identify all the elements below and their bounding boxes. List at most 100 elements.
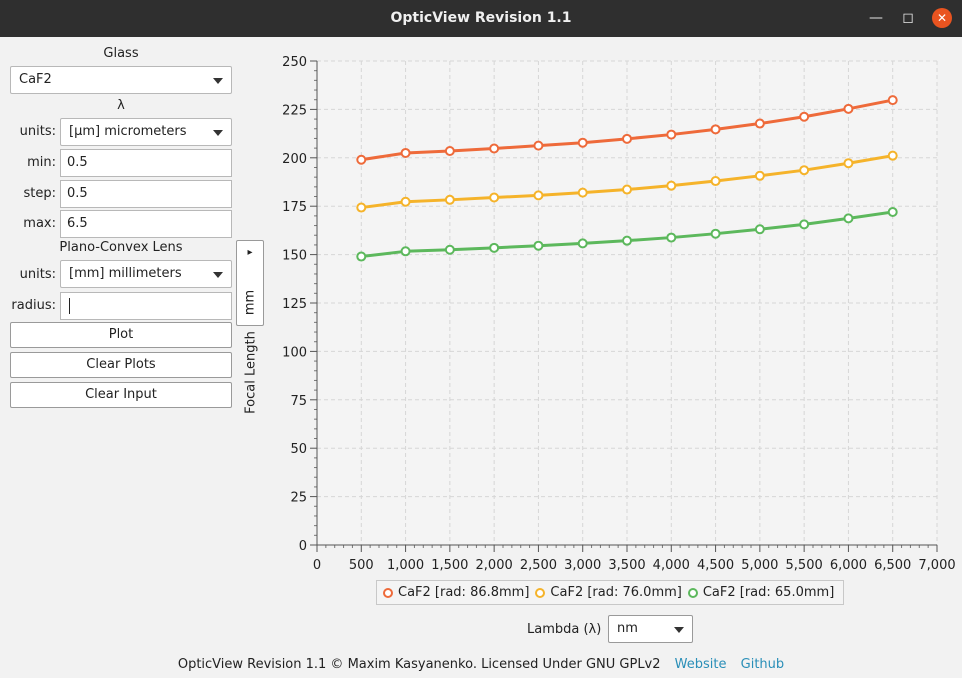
- data-point[interactable]: [710, 176, 721, 187]
- legend-item: CaF2 [rad: 65.0mm]: [687, 585, 835, 600]
- chevron-down-icon: [213, 78, 223, 84]
- data-point[interactable]: [400, 147, 411, 158]
- data-point[interactable]: [799, 111, 810, 122]
- x-tick-label: 500: [349, 558, 374, 573]
- step-value: 0.5: [67, 186, 88, 201]
- y-unit-select[interactable]: ▸ mm: [236, 240, 264, 326]
- data-point[interactable]: [400, 196, 411, 207]
- y-tick-label: 200: [282, 152, 307, 167]
- lambda-label: λ: [117, 98, 125, 113]
- clear-plots-button[interactable]: Clear Plots: [10, 352, 232, 378]
- data-point[interactable]: [400, 246, 411, 257]
- legend-item: CaF2 [rad: 86.8mm]: [383, 585, 529, 600]
- data-point[interactable]: [533, 240, 544, 251]
- data-point[interactable]: [666, 129, 677, 140]
- legend-marker: [383, 587, 393, 598]
- step-field[interactable]: 0.5: [60, 180, 232, 208]
- data-point[interactable]: [444, 194, 455, 205]
- data-point[interactable]: [533, 190, 544, 201]
- data-point[interactable]: [444, 244, 455, 255]
- x-unit-value: nm: [617, 621, 638, 636]
- x-tick-label: 5,000: [741, 558, 778, 573]
- y-tick-label: 225: [282, 103, 307, 118]
- chevron-down-icon: [674, 627, 684, 633]
- data-point[interactable]: [622, 235, 632, 246]
- data-point[interactable]: [887, 150, 898, 161]
- x-tick-label: 1,500: [431, 558, 468, 573]
- chevron-down-icon: [213, 130, 223, 136]
- radius-label: radius:: [11, 298, 56, 313]
- x-tick-label: 5,500: [786, 558, 823, 573]
- text-caret: [69, 297, 70, 314]
- data-point[interactable]: [799, 219, 810, 230]
- data-point[interactable]: [356, 154, 367, 165]
- lens-units-value: [mm] millimeters: [69, 266, 182, 281]
- min-label: min:: [27, 155, 56, 170]
- min-value: 0.5: [67, 155, 88, 170]
- minimize-icon[interactable]: —: [869, 10, 883, 26]
- data-point[interactable]: [710, 228, 721, 239]
- data-point[interactable]: [622, 184, 632, 195]
- y-tick-label: 75: [290, 394, 307, 409]
- lambda-units-value: [μm] micrometers: [69, 124, 187, 139]
- data-point[interactable]: [577, 238, 588, 249]
- data-point[interactable]: [843, 103, 854, 114]
- data-point[interactable]: [489, 192, 500, 203]
- lambda-units-select[interactable]: [μm] micrometers: [60, 118, 232, 146]
- plot-button[interactable]: Plot: [10, 322, 232, 348]
- x-tick-label: 3,000: [564, 558, 601, 573]
- data-point[interactable]: [577, 187, 588, 198]
- data-point[interactable]: [666, 180, 677, 191]
- data-point[interactable]: [754, 118, 765, 129]
- clear-input-button[interactable]: Clear Input: [10, 382, 232, 408]
- data-point[interactable]: [799, 165, 810, 176]
- data-point[interactable]: [887, 207, 898, 218]
- x-tick-label: 2,500: [520, 558, 557, 573]
- legend-label: CaF2 [rad: 65.0mm]: [702, 585, 835, 600]
- lens-units-label: units:: [19, 267, 56, 282]
- data-point[interactable]: [843, 213, 854, 224]
- max-label: max:: [23, 216, 56, 231]
- y-tick-label: 0: [299, 539, 307, 554]
- maximize-icon[interactable]: ◻: [902, 10, 914, 26]
- data-point[interactable]: [489, 242, 500, 253]
- data-point[interactable]: [444, 146, 455, 157]
- radius-field[interactable]: [60, 292, 232, 320]
- chart-legend: CaF2 [rad: 86.8mm] CaF2 [rad: 76.0mm] Ca…: [376, 580, 844, 605]
- data-point[interactable]: [489, 143, 500, 154]
- data-point[interactable]: [356, 251, 367, 262]
- glass-select[interactable]: CaF2: [10, 66, 232, 94]
- close-icon[interactable]: ✕: [932, 8, 952, 28]
- x-tick-label: 7,000: [918, 558, 955, 573]
- chevron-right-icon: ▸: [247, 247, 253, 258]
- legend-marker: [687, 587, 698, 598]
- data-point[interactable]: [666, 232, 677, 243]
- x-tick-label: 3,500: [608, 558, 645, 573]
- data-point[interactable]: [710, 124, 721, 135]
- x-unit-select[interactable]: nm: [608, 615, 693, 643]
- x-tick-label: 0: [313, 558, 321, 573]
- data-point[interactable]: [754, 170, 765, 181]
- legend-marker: [535, 587, 546, 598]
- lens-units-select[interactable]: [mm] millimeters: [60, 260, 232, 288]
- footer: OpticView Revision 1.1 © Maxim Kasyanenk…: [0, 657, 962, 672]
- max-field[interactable]: 6.5: [60, 210, 232, 238]
- legend-item: CaF2 [rad: 76.0mm]: [535, 585, 682, 600]
- title-bar: OpticView Revision 1.1 — ◻ ✕: [0, 0, 962, 37]
- window-title: OpticView Revision 1.1: [390, 10, 572, 26]
- data-point[interactable]: [754, 224, 765, 235]
- chevron-down-icon: [213, 272, 223, 278]
- data-point[interactable]: [356, 202, 367, 213]
- lambda-units-label: units:: [19, 124, 56, 139]
- github-link[interactable]: Github: [740, 657, 785, 672]
- legend-label: CaF2 [rad: 76.0mm]: [550, 585, 682, 600]
- website-link[interactable]: Website: [674, 657, 727, 672]
- data-point[interactable]: [622, 133, 632, 144]
- data-point[interactable]: [887, 95, 898, 106]
- y-tick-label: 25: [290, 491, 307, 506]
- data-point[interactable]: [577, 137, 588, 148]
- data-point[interactable]: [533, 140, 544, 151]
- data-point[interactable]: [843, 158, 854, 169]
- min-field[interactable]: 0.5: [60, 149, 232, 177]
- x-tick-label: 6,000: [830, 558, 867, 573]
